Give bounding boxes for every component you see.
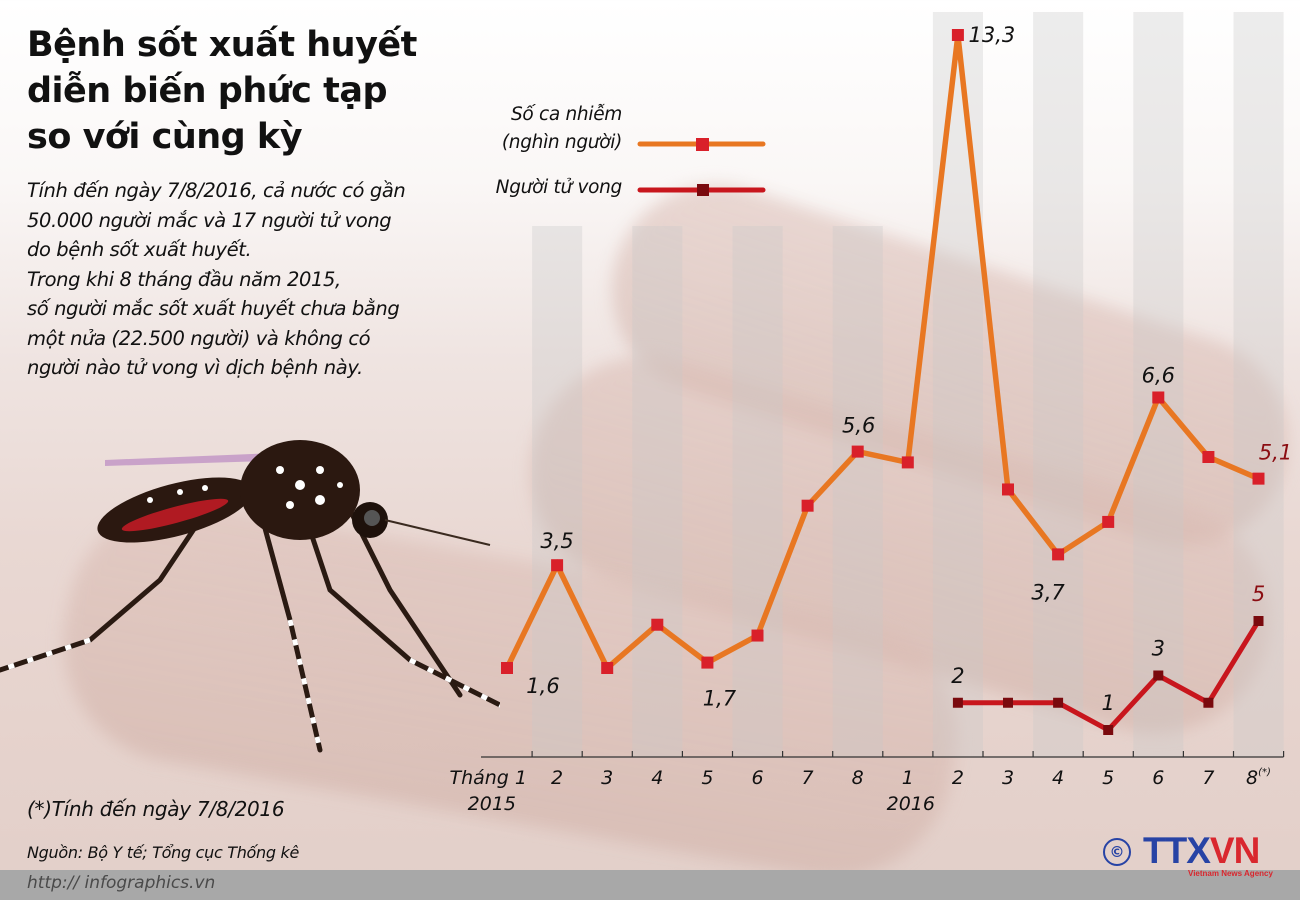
svg-text:5,1: 5,1: [1259, 441, 1292, 465]
footnote: (*)Tính đến ngày 7/8/2016: [27, 797, 285, 821]
svg-text:1: 1: [1102, 691, 1115, 715]
legend-cases-swatch: [637, 138, 766, 151]
legend-cases-label-line1: Số ca nhiễm: [510, 104, 622, 125]
svg-text:13,3: 13,3: [969, 23, 1016, 47]
footer-bar: [0, 870, 1300, 900]
ttxvn-logo: TTXVN: [1143, 830, 1260, 872]
series-cases: [501, 29, 1265, 674]
svg-text:5,6: 5,6: [842, 414, 875, 438]
site-url-link[interactable]: http:// infographics.vn: [27, 873, 216, 893]
svg-text:3,5: 3,5: [540, 529, 573, 553]
svg-text:8: 8: [852, 767, 864, 789]
svg-text:8(*): 8(*): [1246, 767, 1271, 789]
svg-text:3,7: 3,7: [1031, 580, 1065, 604]
svg-text:7: 7: [1202, 767, 1214, 789]
svg-text:4: 4: [651, 767, 663, 789]
svg-text:2016: 2016: [887, 793, 935, 815]
svg-text:7: 7: [802, 767, 814, 789]
copyright-icon: ©: [1103, 838, 1131, 866]
svg-text:2: 2: [551, 767, 563, 789]
svg-text:Tháng 1: Tháng 1: [449, 767, 527, 789]
svg-text:5: 5: [701, 767, 713, 789]
title-line-1: Bệnh sốt xuất huyết: [27, 25, 417, 65]
svg-text:5: 5: [1252, 582, 1265, 606]
svg-text:3: 3: [1002, 767, 1014, 789]
logo-part1: TTX: [1143, 830, 1211, 871]
x-axis: Tháng 1 2 3 4 5 6 7 8 1 2 3 4 5 6 7 8(*) 2015 2016: [449, 751, 1285, 815]
alternating-bands: [532, 12, 1284, 757]
svg-text:3: 3: [1152, 637, 1165, 661]
legend-deaths-swatch: [637, 184, 766, 196]
page-title: Bệnh sốt xuất huyết diễn biến phức tạp s…: [27, 22, 417, 160]
legend-deaths-label: Người tử vong: [495, 177, 623, 198]
logo-part2: VN: [1209, 830, 1260, 871]
logo-tagline: Vietnam News Agency: [1188, 869, 1273, 878]
svg-text:6: 6: [751, 767, 763, 789]
svg-text:2015: 2015: [468, 793, 516, 815]
svg-text:5: 5: [1102, 767, 1114, 789]
description-text: Tính đến ngày 7/8/2016, cả nước có gần 5…: [27, 179, 406, 379]
svg-text:2: 2: [952, 767, 964, 789]
data-labels: 1,6 3,5 1,7 5,6 13,3 3,7 6,6 5,1 2 1 3 5: [526, 23, 1292, 715]
svg-text:1,6: 1,6: [526, 674, 559, 698]
svg-text:2: 2: [951, 664, 964, 688]
svg-text:6: 6: [1152, 767, 1164, 789]
svg-text:1,7: 1,7: [703, 687, 737, 711]
legend-cases-label: Số ca nhiễm (nghìn người): [440, 101, 622, 157]
svg-text:4: 4: [1052, 767, 1064, 789]
legend-cases-label-line2: (nghìn người): [501, 132, 622, 153]
series-deaths: [952, 616, 1264, 735]
source-text: Nguồn: Bộ Y tế; Tổng cục Thống kê: [27, 843, 300, 862]
mosquito-illustration: [0, 440, 500, 753]
svg-text:6,6: 6,6: [1142, 363, 1175, 387]
svg-text:3: 3: [601, 767, 613, 789]
svg-text:1: 1: [902, 767, 914, 789]
title-line-3: so với cùng kỳ: [27, 117, 303, 157]
title-line-2: diễn biến phức tạp: [27, 71, 388, 111]
